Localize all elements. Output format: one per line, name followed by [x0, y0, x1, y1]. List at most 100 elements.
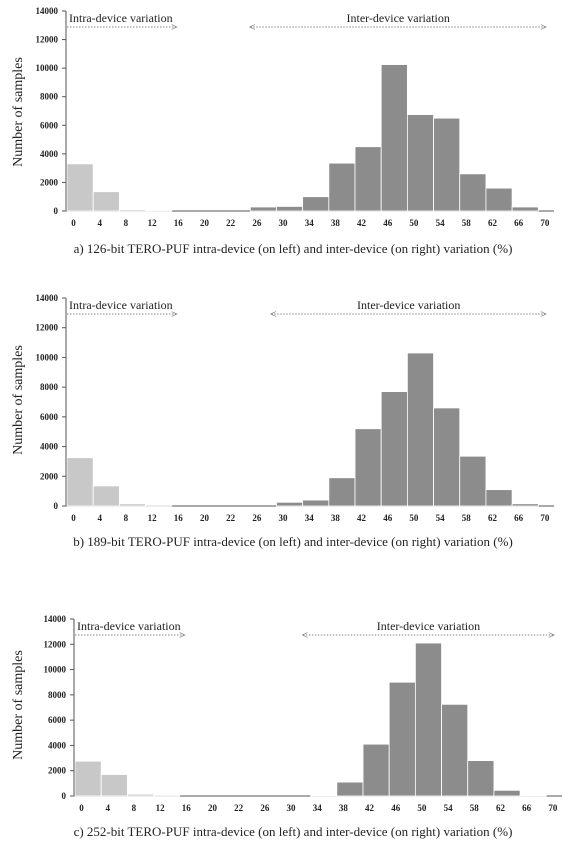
y-tick-label: 6000: [40, 412, 59, 422]
x-tick-label: 38: [331, 218, 341, 228]
plot-area: 0 2000 4000 6000 8000 10000 12000 14000 0 4 8 12 16 2…: [44, 614, 562, 813]
bar: [74, 760, 102, 797]
x-tick-label: 16: [182, 803, 192, 813]
bar: [310, 794, 338, 797]
x-tick-label: 50: [409, 218, 419, 228]
x-tick-label: 12: [156, 803, 166, 813]
y-tick-label: 8000: [40, 92, 59, 102]
bar: [406, 352, 434, 507]
x-tick-label: 50: [409, 513, 419, 523]
x-tick-label: 54: [436, 513, 446, 523]
x-tick-label: 66: [514, 513, 524, 523]
bar: [328, 162, 356, 212]
bar: [414, 642, 442, 797]
y-tick-label: 8000: [48, 690, 67, 700]
bar: [354, 146, 382, 212]
y-tick-label: 4000: [48, 740, 67, 750]
bar: [153, 794, 181, 797]
annotation-label: Inter-device variation: [347, 11, 450, 25]
x-tick-label: 8: [124, 513, 129, 523]
x-tick-label: 58: [462, 513, 472, 523]
y-tick-label: 12000: [36, 323, 59, 333]
bar: [433, 407, 461, 507]
x-tick-label: 26: [260, 803, 270, 813]
x-tick-label: 46: [383, 218, 393, 228]
bar: [92, 485, 120, 507]
x-tick-label: 42: [357, 513, 367, 523]
x-tick-label: 66: [514, 218, 524, 228]
bar: [354, 428, 382, 507]
y-tick-label: 0: [62, 791, 67, 801]
panel-caption: b) 189-bit TERO-PUF intra-device (on lef…: [73, 534, 513, 549]
x-tick-label: 38: [331, 513, 341, 523]
bar: [302, 196, 330, 212]
x-tick-label: 30: [279, 513, 289, 523]
bar: [276, 206, 304, 212]
bar: [511, 503, 539, 507]
x-tick-label: 62: [488, 218, 498, 228]
x-tick-label: 20: [200, 513, 210, 523]
bar: [388, 681, 416, 797]
x-tick-label: 16: [174, 218, 184, 228]
y-tick-label: 8000: [40, 382, 59, 392]
x-tick-label: 54: [444, 803, 454, 813]
bar: [362, 743, 390, 797]
y-tick-label: 0: [54, 206, 59, 216]
bar: [100, 774, 128, 797]
x-tick-label: 38: [339, 803, 349, 813]
x-tick-label: 4: [105, 803, 110, 813]
bar: [126, 793, 154, 797]
bar: [519, 794, 547, 797]
bar: [328, 477, 356, 507]
x-tick-label: 58: [470, 803, 480, 813]
y-axis-label: Number of samples: [11, 345, 26, 455]
y-tick-label: 14000: [36, 6, 59, 16]
bar: [380, 391, 408, 507]
x-tick-label: 26: [252, 513, 262, 523]
plot-area: 0 2000 4000 6000 8000 10000 12000 14000 0 4 8 12 16 2…: [36, 6, 554, 228]
x-tick-label: 42: [365, 803, 375, 813]
x-tick-label: 30: [287, 803, 297, 813]
x-tick-label: 8: [132, 803, 137, 813]
y-tick-label: 2000: [40, 471, 59, 481]
x-tick-label: 22: [234, 803, 244, 813]
bar: [493, 789, 521, 797]
x-tick-label: 34: [305, 218, 315, 228]
y-tick-label: 0: [54, 501, 59, 511]
bar: [380, 64, 408, 212]
bar: [66, 163, 94, 212]
x-tick-label: 12: [148, 218, 158, 228]
y-tick-label: 10000: [44, 665, 67, 675]
annotation-label: Intra-device variation: [69, 298, 173, 312]
bar: [433, 117, 461, 212]
bar: [118, 209, 146, 212]
panel-caption: c) 252-bit TERO-PUF intra-device (on lef…: [74, 824, 513, 839]
y-tick-label: 4000: [40, 149, 59, 159]
panel-b: Number of samples 0 2000 4000 6000 8000 10000…: [11, 293, 554, 549]
bar: [441, 703, 469, 797]
y-tick-label: 14000: [36, 293, 59, 303]
x-tick-label: 46: [391, 803, 401, 813]
y-tick-label: 2000: [40, 177, 59, 187]
x-tick-label: 62: [496, 803, 506, 813]
y-tick-label: 6000: [48, 715, 67, 725]
y-tick-label: 12000: [36, 35, 59, 45]
x-tick-label: 4: [97, 513, 102, 523]
bar: [485, 187, 513, 212]
bar: [118, 503, 146, 507]
x-tick-label: 4: [97, 218, 102, 228]
y-axis-label: Number of samples: [11, 57, 26, 167]
panel-c: Number of samples 0 2000 4000 6000 8000 10000…: [11, 614, 562, 839]
bar: [92, 191, 120, 212]
y-tick-label: 10000: [36, 352, 59, 362]
x-tick-label: 66: [522, 803, 532, 813]
x-tick-label: 58: [462, 218, 472, 228]
bar: [276, 501, 304, 507]
x-tick-label: 54: [436, 218, 446, 228]
x-tick-label: 26: [252, 218, 262, 228]
bar: [249, 206, 277, 212]
bar: [66, 457, 94, 507]
x-tick-label: 0: [71, 218, 76, 228]
annotation-label: Intra-device variation: [77, 619, 181, 633]
